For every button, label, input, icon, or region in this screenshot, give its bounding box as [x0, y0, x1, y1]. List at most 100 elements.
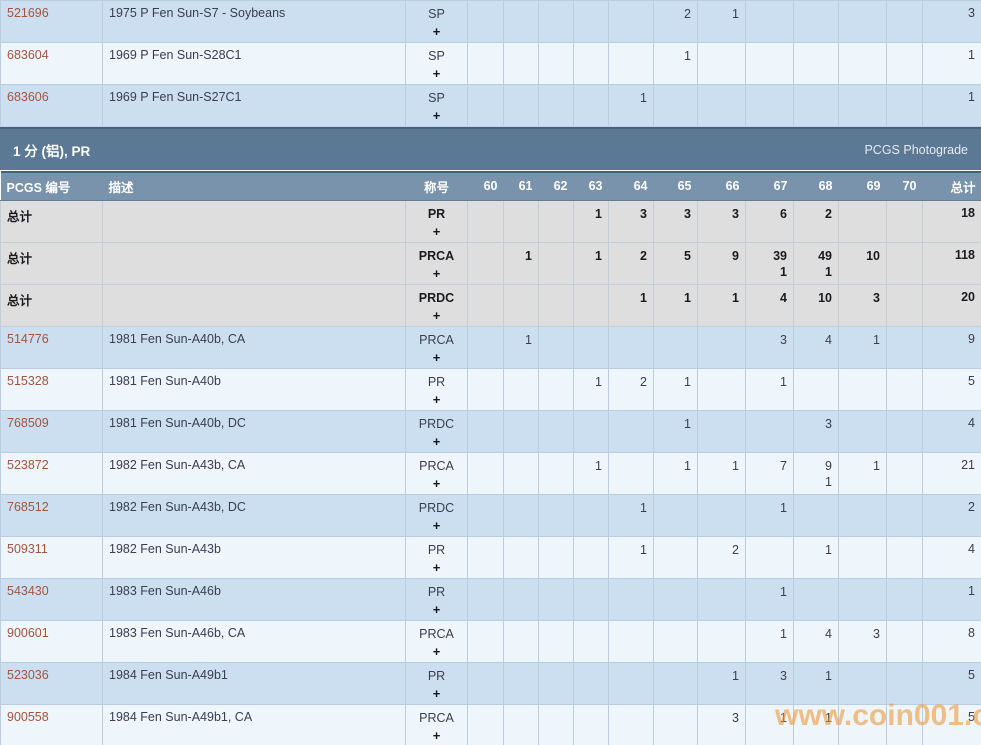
- grade-62-cell: [538, 451, 574, 495]
- pcgs-number-link[interactable]: 514776: [7, 331, 49, 346]
- pcgs-number-link[interactable]: 900601: [7, 625, 49, 640]
- row-total-cell: 8: [922, 619, 981, 663]
- grade-60-cell: [467, 325, 504, 369]
- plus-designation-toggle[interactable]: +: [432, 349, 441, 365]
- plus-designation-toggle[interactable]: +: [432, 727, 441, 743]
- designation-label: PR: [427, 206, 446, 221]
- plus-designation-toggle[interactable]: +: [432, 475, 441, 491]
- grade-64-cell: [608, 703, 654, 745]
- plus-designation-toggle[interactable]: +: [432, 685, 441, 701]
- row-total-cell: 2: [922, 493, 981, 537]
- row-total-cell: 1: [922, 42, 981, 85]
- plus-designation-toggle[interactable]: +: [432, 24, 441, 39]
- grade-count: 1: [825, 474, 832, 489]
- header-grade-70: 70: [886, 171, 923, 201]
- grade-count: 1: [825, 264, 832, 279]
- description-cell: 1969 P Fen Sun-S27C1: [102, 84, 406, 127]
- description-cell: 1981 Fen Sun-A40b, DC: [102, 409, 406, 453]
- plus-designation-toggle[interactable]: +: [432, 307, 441, 323]
- pcgs-number-link[interactable]: 900558: [7, 709, 49, 724]
- grade-64-cell: 1: [608, 84, 654, 127]
- grade-69-cell: 3: [838, 619, 887, 663]
- grade-count: 9: [825, 458, 832, 473]
- grade-66-cell: 1: [697, 451, 746, 495]
- pcgs-number-link[interactable]: 768512: [7, 499, 49, 514]
- grade-64-cell: 1: [608, 283, 654, 327]
- grade-68-cell: 1: [793, 661, 839, 705]
- photograde-link[interactable]: PCGS Photograde: [864, 142, 968, 157]
- grade-63-cell: [573, 409, 609, 453]
- row-total-cell: 18: [922, 199, 981, 243]
- table-row: 514776 1981 Fen Sun-A40b, CA PRCA +1 3 4 1 9: [0, 325, 981, 369]
- grade-68-cell: [793, 493, 839, 537]
- plus-designation-toggle[interactable]: +: [432, 108, 441, 123]
- grade-66-cell: [697, 619, 746, 663]
- plus-designation-toggle[interactable]: +: [432, 643, 441, 659]
- grade-69-cell: [838, 577, 887, 621]
- table-row: 515328 1981 Fen Sun-A40b PR +1 2 1 1 5: [0, 367, 981, 411]
- grade-64-cell: [608, 661, 654, 705]
- grade-67-cell: 1: [745, 493, 794, 537]
- total-label-cell: 总计: [0, 241, 103, 285]
- designation-label: PRCA: [418, 248, 455, 263]
- grade-64-cell: 1: [608, 535, 654, 579]
- pcgs-number-link[interactable]: 523872: [7, 457, 49, 472]
- pcgs-number-cell: 900558: [0, 703, 103, 745]
- plus-designation-toggle[interactable]: +: [432, 66, 441, 81]
- grade-63-cell: [573, 661, 609, 705]
- grade-70-cell: [886, 199, 923, 243]
- pcgs-number-link[interactable]: 683606: [7, 90, 49, 104]
- grade-69-cell: [838, 493, 887, 537]
- pcgs-number-link[interactable]: 768509: [7, 415, 49, 430]
- grade-63-cell: [573, 42, 609, 85]
- grade-68-cell: 4: [793, 325, 839, 369]
- designation-label: PRDC: [418, 290, 455, 305]
- grade-66-cell: [697, 42, 746, 85]
- plus-designation-toggle[interactable]: +: [432, 601, 441, 617]
- plus-designation-toggle[interactable]: +: [432, 433, 441, 449]
- population-table: PCGS 编号 描述 称号 60 61 62 63 64 65 66 67 68 69 70 总计 总…: [0, 171, 981, 745]
- grade-62-cell: [538, 661, 574, 705]
- pcgs-number-link[interactable]: 543430: [7, 583, 49, 598]
- designation-cell: PR +: [405, 661, 468, 705]
- grade-60-cell: [467, 535, 504, 579]
- pcgs-number-link[interactable]: 523036: [7, 667, 49, 682]
- grade-68-cell: 10: [793, 283, 839, 327]
- grade-66-cell: 3: [697, 199, 746, 243]
- plus-designation-toggle[interactable]: +: [432, 223, 441, 239]
- grade-62-cell: [538, 199, 574, 243]
- pcgs-number-link[interactable]: 683604: [7, 48, 49, 62]
- plus-designation-toggle[interactable]: +: [432, 517, 441, 533]
- pcgs-number-link[interactable]: 515328: [7, 373, 49, 388]
- plus-designation-toggle[interactable]: +: [432, 265, 441, 281]
- plus-designation-toggle[interactable]: +: [432, 391, 441, 407]
- grade-68-cell: [793, 0, 839, 43]
- grade-67-cell: 1: [745, 619, 794, 663]
- pcgs-number-link[interactable]: 521696: [7, 6, 49, 20]
- plus-designation-toggle[interactable]: +: [432, 559, 441, 575]
- pcgs-number-link[interactable]: 509311: [7, 541, 48, 556]
- header-grade-69: 69: [838, 171, 887, 201]
- pcgs-number-cell: 515328: [0, 367, 103, 411]
- grade-64-cell: [608, 42, 654, 85]
- grade-63-cell: [573, 283, 609, 327]
- description-cell: 1984 Fen Sun-A49b1, CA: [102, 703, 406, 745]
- grade-62-cell: [538, 493, 574, 537]
- row-total-cell: 3: [922, 0, 981, 43]
- grade-61-cell: [503, 283, 539, 327]
- designation-cell: SP +: [405, 42, 468, 85]
- grade-63-cell: [573, 577, 609, 621]
- grade-70-cell: [886, 619, 923, 663]
- grade-67-cell: 1: [745, 703, 794, 745]
- grade-70-cell: [886, 493, 923, 537]
- grade-64-cell: 2: [608, 367, 654, 411]
- grade-62-cell: [538, 703, 574, 745]
- table-row: 683604 1969 P Fen Sun-S28C1 SP +1 1: [0, 42, 981, 85]
- header-designation: 称号: [405, 171, 468, 201]
- description-cell: 1975 P Fen Sun-S7 - Soybeans: [102, 0, 406, 43]
- grade-62-cell: [538, 409, 574, 453]
- grade-67-cell: 3: [745, 661, 794, 705]
- grade-70-cell: [886, 325, 923, 369]
- designation-label: PR: [427, 668, 446, 683]
